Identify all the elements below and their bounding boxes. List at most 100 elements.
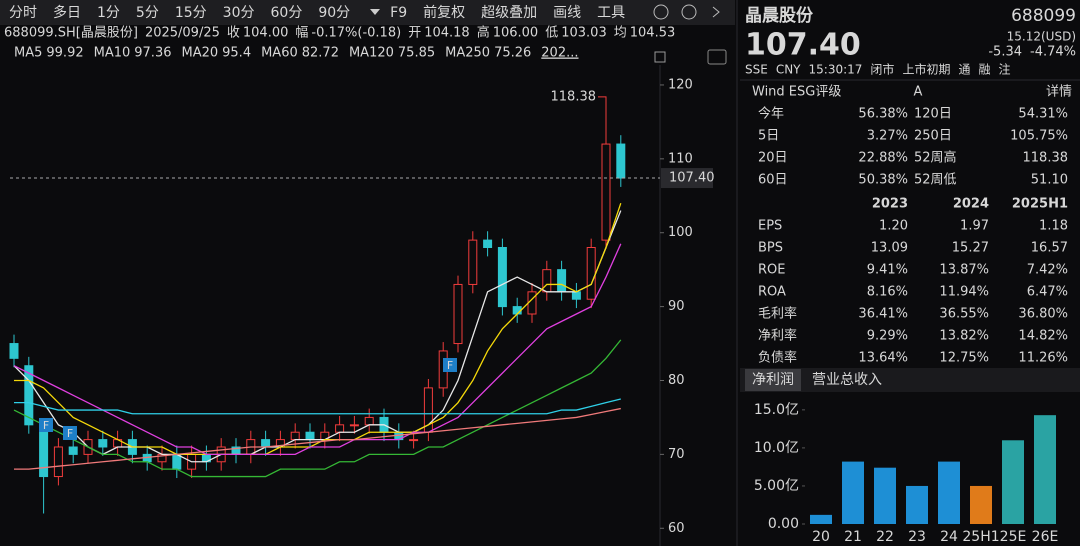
stock-price: 107.40	[745, 28, 861, 63]
status-item: 闭市	[870, 62, 894, 77]
ma-legend-name: MA60	[261, 46, 298, 61]
fin-label: 毛利率	[758, 306, 797, 322]
settings-icon[interactable]	[653, 4, 669, 20]
candle-body	[98, 439, 108, 448]
toolbar-tab[interactable]: 画线	[553, 5, 581, 21]
candle-body	[616, 143, 626, 179]
quote-info: 开	[408, 26, 421, 41]
fin-label: 负债率	[758, 350, 797, 366]
return-value: 118.38	[1023, 151, 1069, 166]
candle-body	[571, 291, 581, 300]
fin-label: BPS	[758, 241, 783, 256]
candle-body	[39, 431, 49, 478]
candle-body	[335, 424, 345, 433]
return-label: 52周高	[914, 150, 957, 166]
fin-value: 11.26%	[1018, 351, 1068, 366]
toolbar-tab[interactable]: 工具	[597, 5, 625, 21]
period-label[interactable]: 202...	[541, 46, 578, 61]
return-value: 105.75%	[1010, 129, 1068, 144]
fin-label: 净利率	[758, 328, 797, 344]
quote-info: 收	[227, 26, 240, 41]
status-item: 上市初期	[902, 62, 950, 77]
event-marker[interactable]	[443, 358, 457, 372]
fin-value: 13.64%	[858, 351, 908, 366]
bar	[842, 461, 864, 524]
tab[interactable]: 营业总收入	[812, 372, 882, 388]
dropdown-icon[interactable]	[370, 9, 380, 15]
toolbar-tab[interactable]: 超级叠加	[481, 5, 537, 21]
quote-info: 高	[477, 25, 490, 41]
fin-header: 2025H1	[1012, 197, 1068, 212]
tab-active	[745, 369, 801, 391]
fin-value: 13.82%	[939, 329, 989, 344]
y-tick-label: 5.00亿	[754, 478, 799, 494]
toolbar-tab[interactable]: 60分	[271, 5, 303, 21]
wp-icon	[707, 49, 727, 65]
y-tick-label: 120	[668, 77, 693, 92]
toolbar-tab[interactable]: 1分	[97, 5, 120, 21]
candle-body	[409, 439, 419, 442]
fin-value: 7.42%	[1027, 263, 1068, 278]
return-label: 120日	[914, 107, 952, 122]
candle-body	[601, 143, 611, 241]
fin-label: ROA	[758, 285, 786, 300]
bar	[874, 467, 896, 524]
event-marker[interactable]	[63, 426, 77, 440]
toolbar-tab[interactable]: 前复权	[423, 4, 465, 21]
price-change: -5.34	[988, 45, 1022, 60]
toolbar-tab[interactable]: 90分	[318, 5, 350, 21]
y-tick-label: 100	[668, 225, 693, 240]
candle-body	[53, 446, 63, 478]
ma-legend-value: 82.72	[302, 46, 339, 61]
fin-value: 9.41%	[867, 263, 908, 278]
fin-value: 11.94%	[939, 285, 989, 300]
return-value: 56.38%	[858, 107, 908, 122]
fin-value: 1.18	[1039, 219, 1068, 234]
bar	[1002, 440, 1024, 524]
stock-name: 晶晨股份	[745, 5, 814, 26]
return-label: 52周低	[914, 173, 957, 188]
quote-info: 104.53	[630, 26, 676, 41]
toolbar-tab[interactable]: 5分	[136, 5, 159, 21]
bar	[906, 485, 928, 524]
event-marker[interactable]	[39, 418, 53, 432]
fin-value: 36.41%	[858, 307, 908, 322]
candle-body	[305, 431, 315, 441]
ma-legend-name: MA5	[14, 46, 42, 61]
status-item: 注	[998, 62, 1010, 77]
high-annotation: 118.38	[551, 89, 597, 104]
quote-info: 104.00	[243, 26, 289, 41]
status-item: 融	[978, 63, 990, 77]
esg-detail[interactable]: 详情	[1046, 85, 1072, 100]
candle-body	[290, 431, 300, 441]
status-item: SSE	[745, 63, 768, 77]
candle-body	[261, 439, 271, 448]
candle-body	[9, 343, 19, 359]
quote-info: 低	[545, 26, 558, 41]
return-value: 22.88%	[858, 151, 908, 166]
y-tick-label: 110	[668, 151, 693, 166]
tab[interactable]: 净利润	[752, 372, 794, 388]
quote-info: 688099.SH[晶晨股份]	[4, 26, 138, 41]
fin-value: 14.82%	[1018, 329, 1068, 344]
status-item: CNY	[776, 63, 801, 77]
toolbar-tab[interactable]: 15分	[175, 5, 207, 21]
bar	[1034, 415, 1056, 524]
y-tick-label: 70	[668, 447, 685, 462]
toolbar-tab[interactable]: 30分	[223, 5, 255, 21]
quote-info: -0.17%(-0.18)	[311, 26, 401, 41]
quote-info: 2025/09/25	[145, 26, 220, 41]
candle-body	[542, 269, 552, 293]
return-value: 51.10	[1031, 173, 1068, 188]
toolbar-tab[interactable]: 多日	[53, 4, 81, 21]
stock-code: 688099	[1011, 6, 1076, 26]
return-value: 54.31%	[1018, 107, 1068, 122]
event-marker-label: F	[43, 419, 49, 432]
help-icon[interactable]	[681, 4, 697, 20]
toolbar-tab[interactable]: F9	[390, 5, 407, 21]
toolbar-tab[interactable]: 分时	[9, 5, 37, 21]
fin-label: EPS	[758, 219, 782, 234]
candle-body	[172, 453, 182, 470]
ma-legend-value: 75.26	[494, 46, 531, 61]
next-icon[interactable]	[712, 6, 720, 18]
